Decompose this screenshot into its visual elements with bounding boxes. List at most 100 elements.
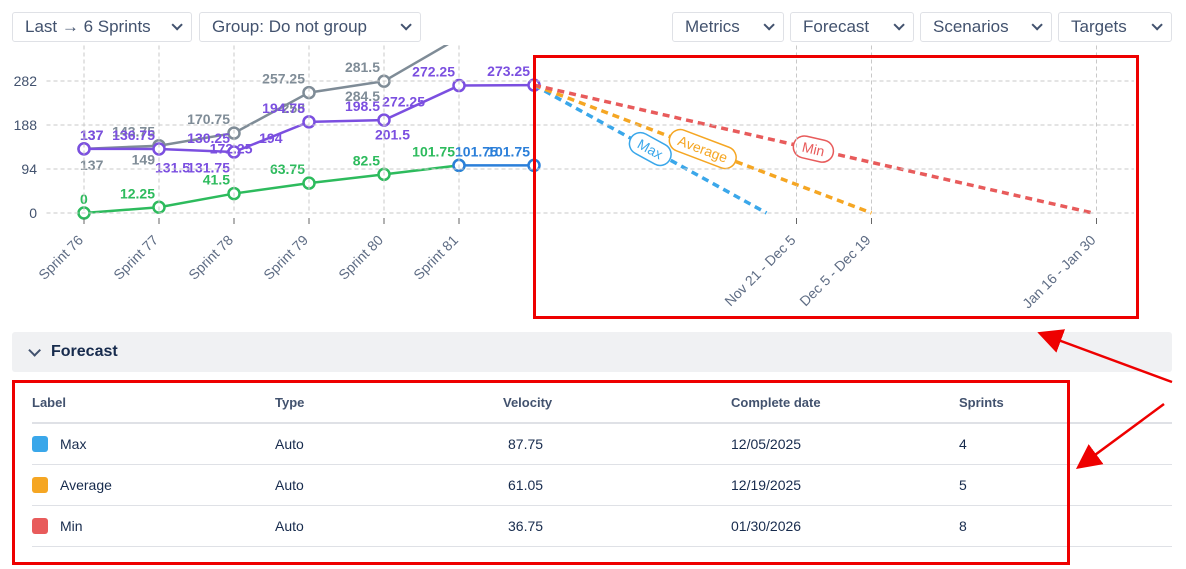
data-label: 136.75: [112, 127, 155, 143]
y-tick-label: 0: [29, 205, 37, 221]
data-label: 82.5: [353, 152, 380, 168]
highlight-box: [533, 55, 1139, 319]
column-header: Label: [32, 394, 66, 410]
data-label: 172.25: [210, 140, 253, 156]
data-label: 137: [80, 127, 104, 143]
x-tick-label: Sprint 76: [35, 232, 86, 283]
button-label: Targets: [1071, 17, 1127, 36]
dropdown-button[interactable]: Forecast: [790, 12, 914, 42]
button-label: Last → 6 Sprints: [25, 17, 151, 36]
forecast-label-text: Min: [801, 139, 827, 160]
series-line: [83, 45, 449, 151]
data-label: 12.25: [120, 185, 155, 201]
data-label: 257.25: [262, 71, 305, 87]
color-swatch: [32, 436, 48, 452]
column-header: Complete date: [731, 394, 821, 410]
data-label: 0: [80, 191, 88, 207]
data-label: 281.5: [345, 59, 380, 75]
cell-text: Min: [60, 518, 83, 534]
data-label: 137: [80, 127, 104, 143]
button-label: Group: Do not group: [212, 17, 367, 36]
table-cell: 87.75: [503, 436, 731, 452]
table-cell: Auto: [275, 518, 503, 534]
table-cell: 8: [959, 518, 1159, 534]
column-header: Sprints: [959, 394, 1004, 410]
dropdown-button[interactable]: Metrics: [672, 12, 784, 42]
y-tick-label: 188: [14, 117, 38, 133]
data-label: 194.75: [262, 100, 305, 116]
x-tick-label: Sprint 78: [185, 232, 236, 283]
data-label: 272.25: [382, 94, 425, 110]
data-label: 198.5: [345, 98, 380, 114]
cell-text: 8: [959, 518, 967, 534]
forecast-table: Label Type Velocity Complete date Sprints Max…: [32, 382, 1172, 547]
x-tick-label: Sprint 81: [410, 232, 461, 283]
data-label: 41.5: [203, 172, 230, 188]
data-label: 284.5: [345, 88, 380, 104]
table-cell: Max: [32, 436, 275, 452]
table-cell: 12/19/2025: [731, 477, 959, 493]
dropdown-button[interactable]: Last → 6 Sprints: [12, 12, 192, 42]
cell-text: 87.75: [508, 436, 544, 452]
data-label: 101.75: [412, 143, 455, 159]
cell-text: 36.75: [508, 518, 544, 534]
table-cell: 01/30/2026: [731, 518, 959, 534]
table-cell: Average: [32, 477, 275, 493]
dropdown-button[interactable]: Targets: [1058, 12, 1172, 42]
data-label: 101.75: [455, 143, 498, 159]
column-header: Velocity: [503, 394, 553, 410]
column-header: Type: [275, 394, 305, 410]
x-tick-label: Sprint 77: [110, 232, 161, 283]
button-label: Metrics: [685, 17, 740, 36]
table-row: Average Auto 61.05 12/19/2025 5: [32, 465, 1172, 506]
cell-text: 12/19/2025: [731, 477, 802, 493]
section-header[interactable]: Forecast: [12, 332, 1172, 372]
data-label: 101.75: [487, 143, 530, 159]
y-tick-label: 282: [14, 73, 38, 89]
cell-text: Max: [60, 436, 87, 452]
pill: [792, 135, 835, 163]
data-point: [454, 32, 465, 43]
data-label: 131.5: [155, 159, 190, 175]
table-cell: 36.75: [503, 518, 731, 534]
table-header: Label Type Velocity Complete date Sprints: [32, 382, 1172, 424]
dropdown-button[interactable]: Scenarios: [920, 12, 1052, 42]
section-title: Forecast: [51, 343, 118, 360]
cell-text: Average: [60, 477, 112, 493]
pill: [628, 131, 672, 167]
cell-text: 4: [959, 436, 967, 452]
table-cell: 12/05/2025: [731, 436, 959, 452]
chevron: [28, 343, 41, 357]
button-label: Scenarios: [933, 17, 1009, 36]
cell-text: 61.05: [508, 477, 544, 493]
button-label: Forecast: [803, 17, 870, 36]
data-label: 272.25: [412, 64, 455, 80]
x-tick-label: Sprint 79: [260, 232, 311, 283]
data-label: 194: [259, 130, 283, 146]
data-label: 149: [132, 151, 156, 167]
color-swatch: [32, 477, 48, 493]
y-tick-label: 94: [21, 161, 37, 177]
data-label: 143.75: [112, 124, 155, 140]
cell-text: Auto: [275, 518, 304, 534]
cell-text: 5: [959, 477, 967, 493]
table-cell: Auto: [275, 436, 503, 452]
data-label: 273.25: [487, 63, 530, 79]
color-swatch: [32, 518, 48, 534]
table-row: Max Auto 87.75 12/05/2025 4: [32, 424, 1172, 465]
table-cell: 61.05: [503, 477, 731, 493]
data-label: 170.75: [187, 111, 230, 127]
table-row: Min Auto 36.75 01/30/2026 8: [32, 506, 1172, 547]
data-label: 130.25: [187, 130, 230, 146]
data-label: 258: [282, 100, 306, 116]
cell-text: 01/30/2026: [731, 518, 802, 534]
dropdown-button[interactable]: Group: Do not group: [199, 12, 421, 42]
table-cell: 4: [959, 436, 1159, 452]
data-label: 131.75: [187, 159, 230, 175]
highlight-box: [12, 380, 1070, 565]
x-tick-label: Sprint 80: [335, 232, 386, 283]
table-cell: Min: [32, 518, 275, 534]
table-cell: 5: [959, 477, 1159, 493]
